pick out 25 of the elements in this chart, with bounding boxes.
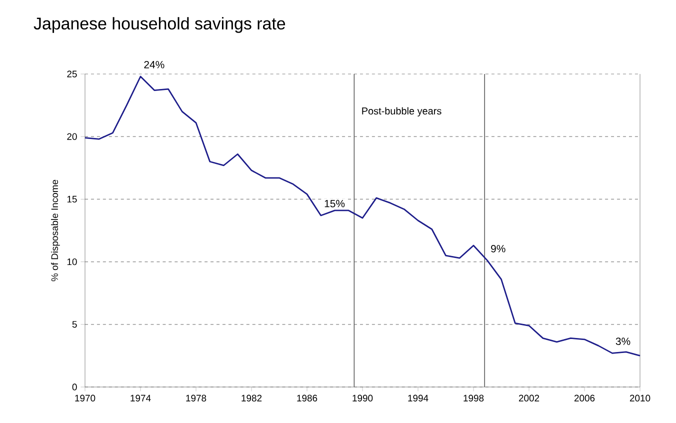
annotation: 15% [324, 200, 345, 208]
y-tick-label: 10 [67, 258, 77, 266]
line-series [84, 76, 641, 356]
x-tick-label: 1982 [242, 394, 262, 402]
chart-title: Japanese household savings rate [34, 17, 286, 33]
y-tick-label: 0 [72, 384, 77, 390]
x-tick-label: 1994 [408, 394, 428, 402]
x-tick-label: 1970 [75, 394, 96, 402]
x-tick-label: 1974 [130, 394, 151, 402]
y-tick-label: 5 [72, 321, 77, 328]
y-tick-label: 15 [67, 196, 77, 202]
y-axis-title: % of Disposable Income [51, 180, 60, 282]
ref-line-label: Post-bubble years [362, 107, 442, 116]
x-tick-label: 1998 [464, 394, 484, 402]
x-tick-label: 2002 [518, 394, 540, 402]
x-tick-label: 2010 [630, 394, 650, 402]
x-tick-label: 1978 [186, 394, 206, 402]
y-tick-label: 25 [67, 70, 77, 78]
x-tick-label: 2006 [574, 394, 595, 402]
annotation: 9% [491, 244, 506, 252]
x-tick-label: 1986 [297, 394, 318, 402]
annotation: 3% [616, 338, 630, 346]
annotation: 24% [144, 60, 164, 68]
y-tick-label: 20 [67, 133, 77, 140]
x-tick-label: 1990 [352, 394, 373, 402]
